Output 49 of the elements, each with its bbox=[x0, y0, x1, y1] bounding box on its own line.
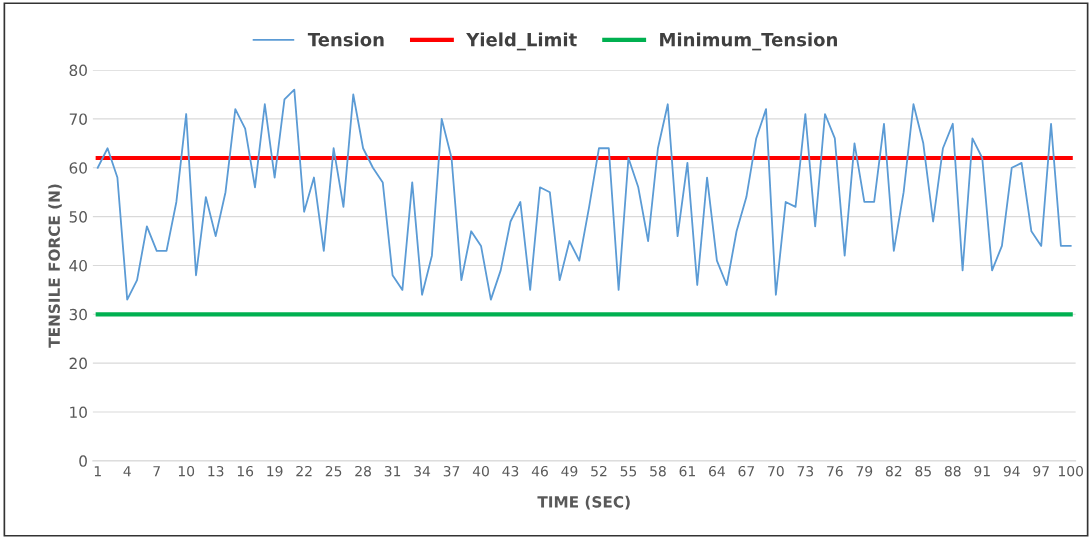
x-tick-label: 13 bbox=[208, 465, 224, 477]
x-tick-label: 52 bbox=[591, 465, 607, 477]
x-tick-label: 67 bbox=[738, 465, 755, 477]
legend-label: Tension bbox=[307, 32, 384, 47]
x-tick-label: 4 bbox=[123, 466, 131, 477]
y-tick-label: 50 bbox=[69, 211, 87, 223]
x-tick-label: 22 bbox=[296, 465, 312, 477]
x-tick-label: 19 bbox=[267, 465, 283, 477]
x-tick-label: 76 bbox=[827, 465, 843, 477]
y-tick-label: 40 bbox=[69, 259, 87, 272]
x-tick-label: 64 bbox=[709, 465, 725, 477]
x-tick-label: 55 bbox=[620, 466, 637, 477]
x-tick-label: 46 bbox=[531, 465, 548, 477]
legend-label: Yield_Limit bbox=[466, 32, 577, 51]
y-tick-label: 10 bbox=[70, 406, 87, 419]
x-tick-label: 94 bbox=[1003, 465, 1020, 477]
x-tick-label: 43 bbox=[502, 465, 519, 477]
x-tick-label: 37 bbox=[443, 465, 460, 477]
y-tick-label: 60 bbox=[69, 162, 87, 174]
x-tick-label: 85 bbox=[915, 465, 931, 477]
x-tick-label: 61 bbox=[679, 465, 695, 477]
x-tick-label: 79 bbox=[856, 465, 873, 477]
y-tick-label: 80 bbox=[69, 64, 87, 77]
x-tick-label: 88 bbox=[944, 465, 961, 477]
x-tick-label: 1 bbox=[94, 466, 101, 477]
x-tick-label: 40 bbox=[472, 465, 489, 477]
x-tick-label: 34 bbox=[414, 465, 431, 477]
x-tick-label: 25 bbox=[325, 465, 342, 477]
y-tick-label: 20 bbox=[69, 357, 87, 370]
x-tick-label: 31 bbox=[384, 465, 401, 477]
x-tick-label: 10 bbox=[178, 465, 195, 477]
x-axis-title: TIME (SEC) bbox=[537, 495, 630, 510]
y-tick-label: 30 bbox=[69, 308, 87, 321]
x-tick-label: 28 bbox=[355, 465, 371, 477]
x-tick-label: 70 bbox=[768, 465, 784, 477]
x-tick-label: 7 bbox=[153, 466, 160, 477]
x-tick-label: 82 bbox=[885, 465, 902, 477]
y-tick-label: 0 bbox=[79, 455, 87, 467]
line-series bbox=[96, 88, 1072, 301]
x-tick-label: 49 bbox=[561, 465, 578, 477]
x-tick-label: 91 bbox=[974, 465, 990, 477]
x-tick-label: 58 bbox=[650, 465, 666, 477]
legend-label: Minimum_Tension bbox=[660, 32, 837, 51]
x-tick-label: 73 bbox=[797, 465, 814, 477]
x-tick-label: 97 bbox=[1033, 465, 1049, 477]
y-tick-label: 70 bbox=[69, 113, 87, 125]
x-tick-label: 16 bbox=[237, 465, 254, 477]
x-tick-label: 100 bbox=[1058, 465, 1084, 477]
y-axis-title: TENSILE FORCE (N) bbox=[48, 184, 62, 348]
